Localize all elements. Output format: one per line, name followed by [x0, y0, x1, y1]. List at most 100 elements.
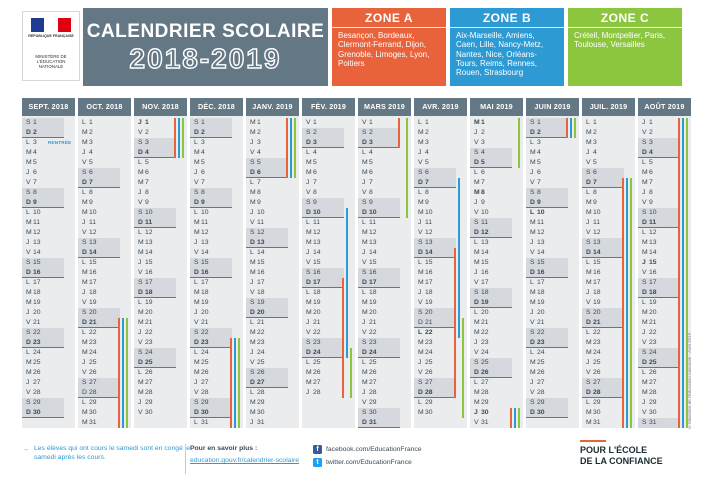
weekday-letter: S — [138, 139, 143, 146]
weekday-letter: J — [306, 389, 310, 396]
day-row: S 13 — [414, 238, 456, 248]
weekday-letter: S — [642, 139, 647, 146]
day-number: 21 — [33, 319, 41, 326]
day-row: S 29 — [22, 398, 64, 408]
day-number: 9 — [257, 199, 261, 206]
day-number: 26 — [201, 369, 209, 376]
weekday-letter: V — [306, 329, 311, 336]
day-row: V 14 — [190, 248, 228, 258]
zone-a-label: ZONE A — [332, 8, 446, 28]
day-row: D 10 — [302, 208, 344, 218]
day-number: 23 — [33, 339, 41, 346]
day-row: V 19 — [414, 298, 452, 308]
day-row: D 11 — [638, 218, 680, 228]
facebook-url[interactable]: facebook.com/EducationFrance — [326, 446, 422, 453]
day-row: S 20 — [414, 308, 456, 318]
day-number: 22 — [425, 329, 433, 336]
weekday-letter: M — [82, 349, 88, 356]
weekday-letter: M — [138, 169, 144, 176]
day-number: 5 — [369, 159, 373, 166]
day-row: M 18 — [526, 288, 564, 298]
day-row: L 24 — [22, 348, 60, 358]
weekday-letter: S — [418, 239, 423, 246]
zone-b-cities: Aix-Marseille, Amiens, Caen, Lille, Nanc… — [456, 31, 544, 78]
weekday-letter: V — [306, 259, 311, 266]
day-number: 10 — [145, 209, 153, 216]
weekday-letter: J — [418, 289, 422, 296]
weekday-letter: M — [362, 309, 368, 316]
day-number: 6 — [313, 169, 317, 176]
weekday-letter: J — [642, 329, 646, 336]
day-row: V 11 — [246, 218, 284, 228]
weekday-letter: D — [194, 269, 199, 276]
day-number: 16 — [593, 269, 601, 276]
day-number: 20 — [33, 309, 41, 316]
day-number: 19 — [89, 299, 97, 306]
weekday-letter: V — [530, 249, 535, 256]
zone-b-label: ZONE B — [450, 8, 564, 28]
facebook-link[interactable]: f facebook.com/EducationFrance — [313, 443, 463, 456]
day-row: S 27 — [78, 378, 120, 388]
day-row: V 23 — [638, 338, 676, 348]
month-column: AOÛT 2019 J 1 V 2 S 3 D 4 L 5 M 6 M 7 J 8 V 9 S 10 D 11 L 12 M 13 M… — [638, 98, 691, 428]
twitter-link[interactable]: t twitter.com/EducationFrance — [313, 456, 463, 469]
weekday-letter: V — [362, 119, 367, 126]
weekday-letter: L — [250, 319, 254, 326]
weekday-letter: V — [26, 179, 31, 186]
credit-text: © Ministère de l'Éducation nationale - A… — [687, 332, 692, 430]
day-row: V 12 — [78, 228, 116, 238]
header: RÉPUBLIQUE FRANÇAISE MINISTÈRE DE L'ÉDUC… — [0, 0, 703, 94]
weekday-letter: D — [418, 319, 423, 326]
weekday-letter: V — [306, 119, 311, 126]
day-number: 25 — [425, 359, 433, 366]
weekday-letter: J — [82, 359, 86, 366]
day-number: 27 — [481, 379, 489, 386]
day-number: 10 — [537, 209, 545, 216]
day-row: M 12 — [190, 228, 228, 238]
day-number: 9 — [481, 199, 485, 206]
day-number: 8 — [89, 189, 93, 196]
month-column: JANV. 2019 M 1 M 2 J 3 V 4 S 5 D 6 L 7 M 8 M 9 J 10 V 11 S 12 D 13… — [246, 98, 299, 428]
weekday-letter: J — [250, 139, 254, 146]
weekday-letter: M — [530, 369, 536, 376]
day-number: 5 — [89, 159, 93, 166]
weekday-letter: S — [642, 279, 647, 286]
day-row: M 23 — [246, 338, 284, 348]
day-number: 7 — [425, 179, 429, 186]
day-number: 24 — [33, 349, 41, 356]
weekday-letter: J — [418, 149, 422, 156]
day-row: M 13 — [638, 238, 676, 248]
weekday-letter: L — [642, 299, 646, 306]
twitter-url[interactable]: twitter.com/EducationFrance — [326, 459, 412, 466]
day-row: M 16 — [78, 268, 116, 278]
weekday-letter: V — [530, 179, 535, 186]
day-number: 29 — [145, 399, 153, 406]
day-number: 14 — [649, 249, 657, 256]
weekday-letter: J — [138, 329, 142, 336]
weekday-letter: D — [418, 179, 423, 186]
day-row: J 31 — [246, 418, 284, 428]
day-number: 18 — [369, 289, 377, 296]
weekday-letter: V — [362, 259, 367, 266]
day-number: 3 — [257, 139, 261, 146]
day-row: J 20 — [526, 308, 564, 318]
weekday-letter: M — [138, 179, 144, 186]
more-info-link[interactable]: education.gouv.fr/calendrier-scolaire — [190, 457, 300, 464]
day-number: 5 — [425, 159, 429, 166]
weekday-letter: S — [82, 239, 87, 246]
day-row: J 15 — [638, 258, 676, 268]
weekday-letter: M — [530, 359, 536, 366]
day-number: 19 — [649, 299, 657, 306]
weekday-letter: M — [362, 369, 368, 376]
day-number: 10 — [425, 209, 433, 216]
